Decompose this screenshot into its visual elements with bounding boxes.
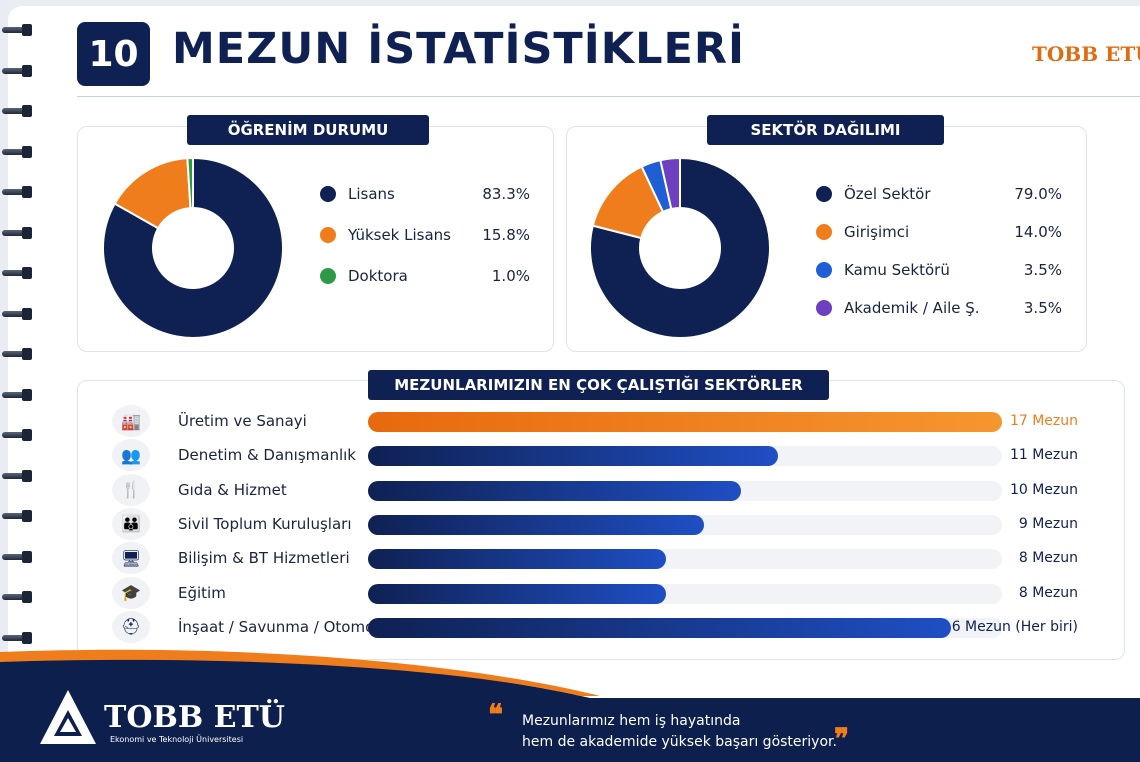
education-legend-swatch bbox=[320, 186, 336, 202]
spiral-ring bbox=[2, 265, 32, 281]
sector-donut-chart bbox=[589, 156, 771, 339]
spiral-ring bbox=[2, 427, 32, 443]
section-number-badge: 10 bbox=[77, 22, 150, 86]
spiral-ring bbox=[2, 508, 32, 524]
sector-legend-swatch bbox=[816, 262, 832, 278]
sector-legend-item: Akademik / Aile Ş. bbox=[816, 298, 980, 318]
bar-fill bbox=[368, 446, 779, 467]
bar-fill bbox=[368, 583, 667, 604]
sector-legend-label: Girişimci bbox=[844, 223, 910, 241]
education-legend-label: Lisans bbox=[348, 185, 395, 203]
sector-legend-swatch bbox=[816, 186, 832, 202]
education-legend-value: 15.8% bbox=[482, 226, 530, 244]
quote-line-1: Mezunlarımız hem iş hayatında bbox=[522, 713, 741, 729]
helmet-icon: ⛑ bbox=[112, 610, 150, 643]
education-legend-swatch bbox=[320, 268, 336, 284]
spiral-ring bbox=[2, 63, 32, 79]
factory-icon: 🏭 bbox=[112, 405, 150, 437]
education-legend-item: Doktora bbox=[320, 266, 408, 286]
bar-fill bbox=[368, 549, 667, 570]
cutlery-icon: 🍴 bbox=[112, 473, 150, 506]
footer-brand: TOBB ETÜ bbox=[104, 700, 285, 735]
sector-legend-value: 3.5% bbox=[1023, 299, 1062, 317]
group-icon: 👪 bbox=[112, 507, 150, 540]
computer-icon: 🖥 bbox=[112, 542, 150, 575]
education-legend-swatch bbox=[320, 227, 336, 243]
footer-band bbox=[0, 649, 1140, 762]
education-panel-title: ÖĞRENİM DURUMU bbox=[187, 115, 429, 145]
spiral-ring bbox=[2, 225, 32, 241]
education-legend-value: 83.3% bbox=[482, 185, 530, 203]
header-brand-logo: TOBB ETÜ bbox=[1032, 42, 1140, 66]
bar-label: Denetim & Danışmanlık bbox=[178, 446, 356, 465]
bar-value: 11 Mezun bbox=[1009, 447, 1078, 464]
sector-legend-swatch bbox=[816, 300, 832, 316]
spiral-ring bbox=[2, 306, 32, 322]
bar-fill bbox=[368, 480, 741, 501]
title-divider bbox=[77, 96, 1140, 97]
sector-slice--zel-sekt-r bbox=[589, 156, 771, 339]
tobb-etu-logo-icon bbox=[40, 690, 96, 744]
spiral-ring bbox=[2, 549, 32, 565]
graduation-cap-icon: 🎓 bbox=[112, 576, 150, 609]
sector-legend-item: Kamu Sektörü bbox=[816, 260, 950, 280]
sector-legend-value: 79.0% bbox=[1014, 185, 1062, 203]
education-legend-item: Yüksek Lisans bbox=[320, 225, 451, 245]
close-quote-icon: ❞ bbox=[834, 722, 850, 755]
sector-legend-value: 3.5% bbox=[1023, 261, 1062, 279]
bar-label: Eğitim bbox=[178, 583, 226, 602]
sector-panel-title: SEKTÖR DAĞILIMI bbox=[707, 115, 944, 145]
spiral-ring bbox=[2, 144, 32, 160]
spiral-ring bbox=[2, 103, 32, 119]
bar-value: 10 Mezun bbox=[1009, 481, 1078, 498]
sector-legend-value: 14.0% bbox=[1014, 223, 1062, 241]
bar-value: 8 Mezun bbox=[1018, 550, 1078, 567]
education-legend-label: Yüksek Lisans bbox=[348, 226, 451, 244]
spiral-ring bbox=[2, 22, 32, 38]
spiral-ring bbox=[2, 589, 32, 605]
bar-label: Gıda & Hizmet bbox=[178, 480, 287, 499]
footer-quote: Mezunlarımız hem iş hayatında hem de aka… bbox=[522, 711, 837, 753]
sector-slice-akademik-aile- bbox=[659, 156, 681, 211]
bar-fill bbox=[368, 412, 1002, 432]
bar-value: 6 Mezun (Her biri) bbox=[951, 618, 1078, 635]
page-title: MEZUN İSTATİSTİKLERİ bbox=[172, 24, 745, 74]
education-legend-value: 1.0% bbox=[491, 267, 530, 285]
spiral-ring bbox=[2, 346, 32, 362]
bar-fill bbox=[368, 617, 952, 638]
education-slice-lisans bbox=[102, 156, 284, 339]
sector-legend-label: Özel Sektör bbox=[844, 185, 931, 203]
spiral-ring bbox=[2, 387, 32, 403]
education-legend-label: Doktora bbox=[348, 267, 408, 285]
education-slice-doktora bbox=[186, 156, 194, 210]
open-quote-icon: ❝ bbox=[488, 698, 504, 731]
sector-legend-label: Kamu Sektörü bbox=[844, 261, 950, 279]
education-donut-chart bbox=[102, 156, 284, 339]
sector-legend-label: Akademik / Aile Ş. bbox=[844, 299, 980, 317]
sector-legend-item: Girişimci bbox=[816, 222, 909, 242]
spiral-ring bbox=[2, 184, 32, 200]
sectors-bar-panel-title: MEZUNLARIMIZIN EN ÇOK ÇALIŞTIĞI SEKTÖRLE… bbox=[368, 370, 829, 400]
bar-label: İnşaat / Savunma / Otomotiv bbox=[178, 617, 394, 636]
footer-subtitle: Ekonomi ve Teknoloji Üniversitesi bbox=[110, 735, 244, 744]
bar-value: 17 Mezun bbox=[1009, 413, 1078, 429]
sector-legend-swatch bbox=[816, 224, 832, 240]
spiral-ring bbox=[2, 468, 32, 484]
bar-label: Sivil Toplum Kuruluşları bbox=[178, 514, 352, 533]
people-icon: 👥 bbox=[112, 439, 150, 472]
sector-legend-item: Özel Sektör bbox=[816, 184, 931, 204]
bar-label: Bilişim & BT Hizmetleri bbox=[178, 549, 350, 568]
bar-fill bbox=[368, 514, 704, 535]
bar-label: Üretim ve Sanayi bbox=[178, 412, 307, 430]
education-legend-item: Lisans bbox=[320, 184, 395, 204]
quote-line-2: hem de akademide yüksek başarı gösteriyo… bbox=[522, 734, 837, 750]
spiral-binding bbox=[0, 22, 34, 644]
bar-value: 9 Mezun bbox=[1018, 515, 1078, 532]
bar-value: 8 Mezun bbox=[1018, 584, 1078, 601]
spiral-ring bbox=[2, 630, 32, 646]
